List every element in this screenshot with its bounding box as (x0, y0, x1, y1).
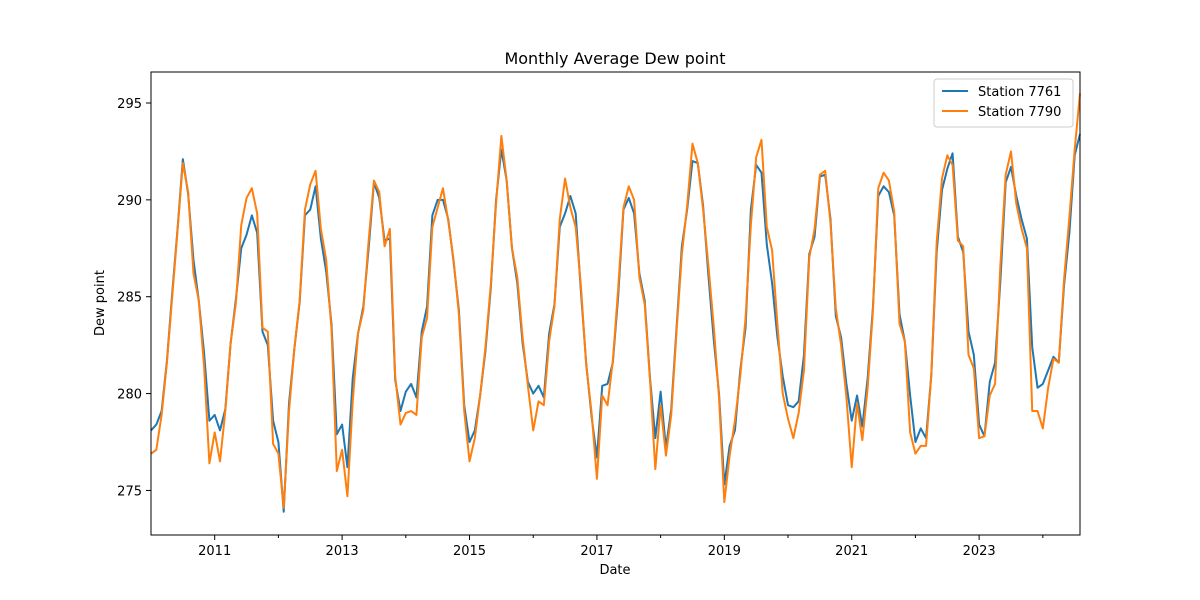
x-tick-label: 2011 (198, 544, 231, 559)
x-axis-title: Date (599, 563, 630, 578)
plot-lines (150, 93, 1081, 513)
y-tick-label: 285 (117, 291, 142, 306)
plot-frame (150, 71, 1081, 536)
y-tick-label: 290 (117, 194, 142, 209)
series-line-2 (150, 93, 1081, 509)
x-tick-label: 2015 (453, 544, 486, 559)
legend-label-1: Station 7761 (978, 85, 1061, 100)
legend-label-2: Station 7790 (978, 105, 1061, 120)
chart-title: Monthly Average Dew point (504, 49, 725, 68)
x-tick-label: 2021 (835, 544, 868, 559)
x-tick-label: 2017 (580, 544, 613, 559)
x-tick-label: 2019 (708, 544, 741, 559)
legend: Station 7761 Station 7790 (933, 78, 1074, 128)
x-axis: 2011 2013 2015 2017 2019 2021 2023 (198, 535, 1044, 559)
y-axis: 275 280 285 290 295 (117, 97, 151, 499)
legend-box (933, 78, 1074, 128)
y-tick-label: 295 (117, 97, 142, 112)
y-tick-label: 280 (117, 388, 142, 403)
x-tick-label: 2023 (963, 544, 996, 559)
y-axis-title: Dew point (93, 270, 108, 336)
x-tick-label: 2013 (326, 544, 359, 559)
y-tick-label: 275 (117, 484, 142, 499)
